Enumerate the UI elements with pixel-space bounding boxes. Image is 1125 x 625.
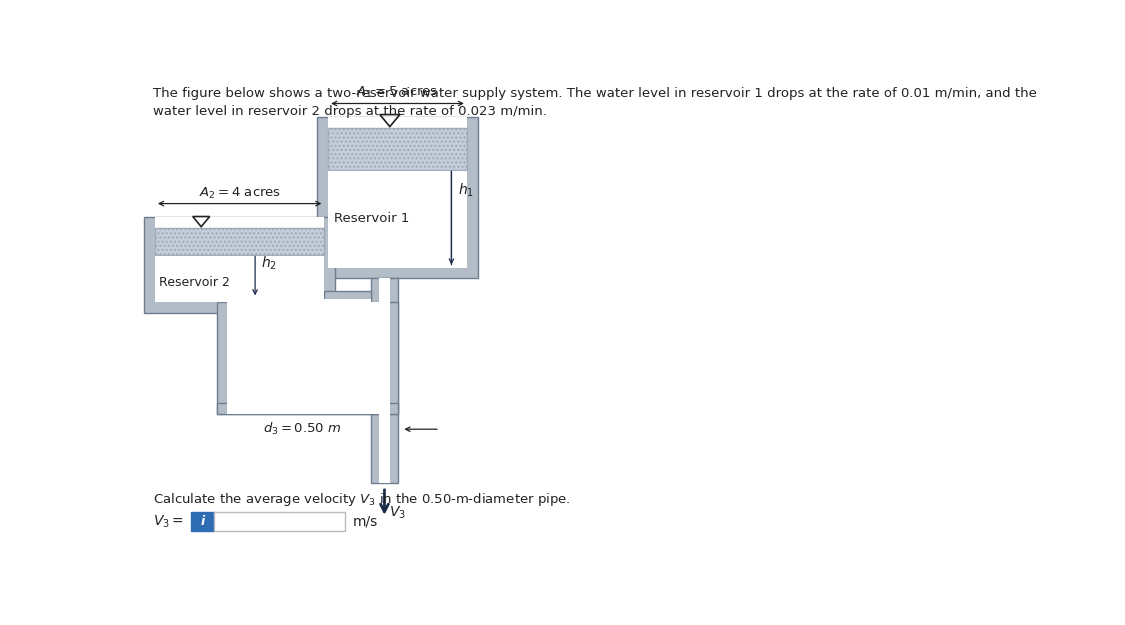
Bar: [217, 403, 397, 414]
Bar: [324, 299, 371, 305]
Bar: [217, 302, 397, 414]
Bar: [144, 217, 335, 313]
Text: $V_3 =$: $V_3 =$: [153, 514, 183, 530]
Text: $A_2 = 4$ acres: $A_2 = 4$ acres: [199, 186, 281, 201]
Bar: [214, 512, 345, 531]
Text: The figure below shows a two-reservoir water supply system. The water level in r: The figure below shows a two-reservoir w…: [153, 86, 1036, 118]
Text: $A_1 = 5$ acres: $A_1 = 5$ acres: [357, 85, 439, 101]
Text: $h_1$: $h_1$: [458, 181, 474, 199]
Text: $V_3$: $V_3$: [389, 504, 406, 521]
Bar: [371, 278, 397, 483]
Text: $h_2$: $h_2$: [261, 254, 277, 272]
Text: Calculate the average velocity $V_3$ in the 0.50-m-diameter pipe.: Calculate the average velocity $V_3$ in …: [153, 491, 570, 508]
Bar: [227, 302, 390, 414]
Bar: [324, 291, 371, 313]
Text: i: i: [200, 515, 205, 528]
Text: Reservoir 1: Reservoir 1: [334, 213, 410, 226]
Bar: [379, 278, 390, 483]
Bar: [328, 128, 467, 171]
Bar: [317, 118, 478, 278]
Text: $d_3 = 0.50$ m: $d_3 = 0.50$ m: [263, 421, 341, 437]
Bar: [328, 128, 467, 171]
Bar: [328, 118, 467, 268]
Bar: [191, 512, 214, 531]
Text: Reservoir 2: Reservoir 2: [159, 276, 229, 289]
Bar: [155, 228, 324, 255]
Text: m/s: m/s: [353, 514, 378, 529]
Bar: [155, 217, 324, 302]
Bar: [155, 228, 324, 255]
